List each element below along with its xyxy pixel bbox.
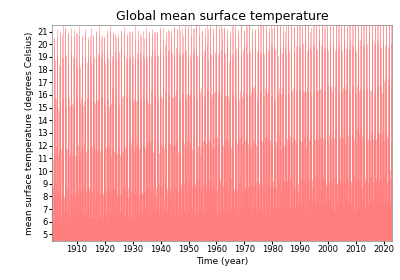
Title: Global mean surface temperature: Global mean surface temperature — [116, 10, 328, 23]
Y-axis label: mean surface temperature (degrees Celsius): mean surface temperature (degrees Celsiu… — [26, 31, 34, 235]
X-axis label: Time (year): Time (year) — [196, 257, 248, 266]
